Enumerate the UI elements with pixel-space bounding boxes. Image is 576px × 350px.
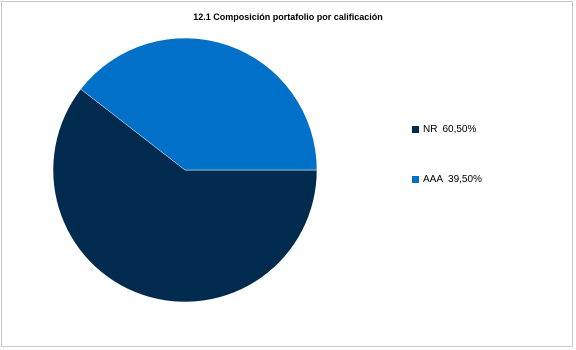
pie-slice-nr [52,88,318,303]
legend-swatch-aaa [412,175,419,183]
legend: NR 60,50% AAA 39,50% [412,122,482,222]
legend-value-aaa: 39,50% [448,173,482,185]
legend-value-nr: 60,50% [442,123,477,135]
legend-label-nr: NR [423,123,438,135]
legend-label-aaa: AAA [423,173,444,185]
chart-title: 12.1 Composición portafolio por califica… [193,12,383,22]
pie-slice-aaa [80,37,318,171]
legend-item-nr: NR 60,50% [412,122,482,136]
legend-item-aaa: AAA 39,50% [412,172,482,186]
legend-swatch-nr [412,125,419,133]
